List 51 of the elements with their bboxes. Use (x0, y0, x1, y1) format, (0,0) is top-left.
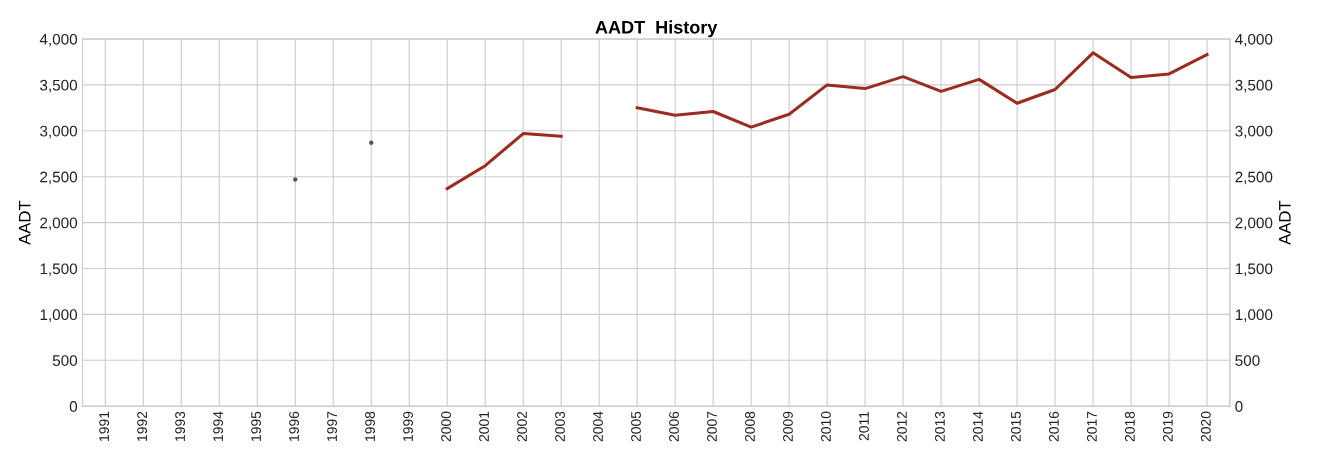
x-tick-label: 2020 (1200, 411, 1211, 442)
y2-tick-label: 1,500 (1235, 263, 1273, 277)
y-tick-label: 3,000 (40, 125, 78, 139)
x-tick-label: 2016 (1048, 411, 1059, 442)
x-tick-label: 2012 (897, 411, 907, 442)
y-tick-label: 0 (69, 401, 78, 412)
y-tick-label: 1,000 (40, 309, 78, 322)
x-tick-label: 1998 (365, 411, 375, 441)
y2-tick-label: 2,500 (1235, 171, 1273, 185)
x-tick-label: 2018 (1124, 411, 1135, 442)
y2-tick-label: 4,000 (1235, 33, 1273, 47)
y2-tick-label: 2,000 (1235, 217, 1273, 231)
x-tick-label: 2010 (821, 411, 831, 442)
x-tick-label: 2006 (669, 411, 679, 442)
y-tick-label: 2,500 (40, 171, 78, 185)
x-tick-label: 1996 (289, 411, 299, 441)
x-tick-label: 2007 (707, 411, 717, 442)
x-tick-label: 2017 (1086, 411, 1097, 442)
chart-title: AADT History (595, 20, 718, 38)
x-tick-label: 1992 (137, 411, 148, 441)
x-tick-label: 2014 (973, 411, 983, 442)
y2-tick-label: 1,000 (1235, 309, 1273, 322)
y-tick-label: 4,000 (39, 33, 78, 47)
y2-tick-label: 3,000 (1235, 125, 1273, 139)
y-tick-label: 500 (52, 355, 78, 366)
x-tick-label: 2003 (555, 411, 565, 442)
x-tick-label: 1999 (403, 411, 413, 441)
x-tick-label: 1997 (327, 411, 337, 441)
y-axis-title: AADT (18, 200, 31, 245)
x-tick-label: 2005 (631, 411, 641, 442)
y2-tick-label: 3,500 (1235, 79, 1273, 93)
x-tick-label: 1991 (99, 411, 110, 441)
x-tick-label: 1993 (175, 411, 186, 441)
x-tick-label: 1994 (213, 411, 224, 441)
x-tick-label: 2002 (517, 411, 527, 442)
x-tick-label: 2015 (1010, 411, 1021, 442)
x-tick-label: 1995 (251, 411, 262, 441)
y-tick-label: 1,500 (40, 263, 78, 277)
y2-axis-title: AADT (1279, 200, 1291, 245)
x-tick-label: 2013 (935, 411, 945, 442)
x-tick-label: 2000 (441, 411, 451, 442)
x-tick-label: 2001 (479, 411, 489, 442)
x-tick-label: 2004 (593, 411, 603, 442)
y2-tick-label: 0 (1235, 401, 1243, 412)
x-tick-label: 2008 (745, 411, 755, 442)
x-tick-label: 2011 (859, 411, 869, 441)
x-tick-label: 2009 (783, 411, 793, 442)
y-tick-label: 3,500 (40, 79, 78, 93)
y-tick-label: 2,000 (40, 217, 78, 231)
y2-tick-label: 500 (1235, 355, 1260, 366)
x-tick-label: 2019 (1162, 411, 1173, 442)
